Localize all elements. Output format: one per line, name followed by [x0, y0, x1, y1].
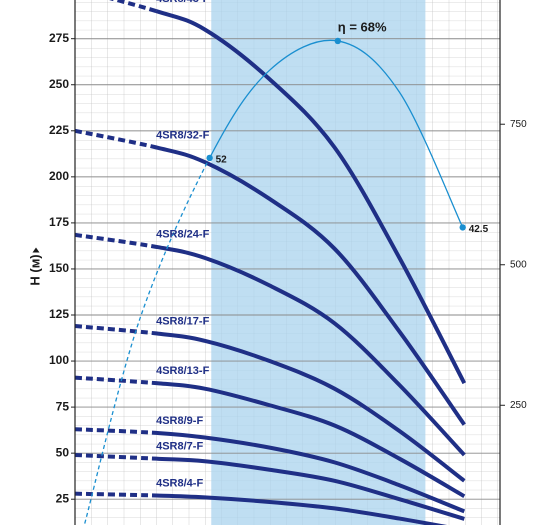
curve-label: 4SR8/17-F: [156, 315, 209, 327]
curve-label: 4SR8/9-F: [156, 415, 203, 427]
y-tick-label: 175: [49, 215, 69, 229]
y-tick-label: 200: [49, 169, 69, 183]
curve-label: 4SR8/43-F: [156, 0, 209, 5]
pump-curve: [75, 232, 466, 457]
y-tick-label: 125: [49, 307, 69, 321]
y-tick-label: 250: [49, 77, 69, 91]
curve-label: 4SR8/7-F: [156, 441, 203, 453]
y-tick-label: 50: [56, 445, 70, 459]
y-tick-label: 150: [49, 261, 69, 275]
curve-label: 4SR8/4-F: [156, 477, 203, 489]
curve-label: 4SR8/32-F: [156, 129, 209, 141]
efficiency-label: 42.5: [469, 224, 489, 235]
efficiency-label: η = 68%: [338, 19, 387, 34]
efficiency-point: [206, 154, 213, 162]
y-tick-label: 75: [56, 399, 70, 413]
curve-label: 4SR8/24-F: [156, 229, 209, 241]
y2-tick-label: 750: [510, 119, 527, 130]
y-tick-label: 25: [56, 491, 70, 505]
pump-curve: [75, 453, 465, 521]
y2-tick-label: 500: [510, 259, 527, 270]
pump-curve: [75, 427, 466, 514]
y-tick-label: 225: [49, 123, 69, 137]
efficiency-label: 52: [216, 155, 228, 166]
pump-curve: [75, 324, 466, 483]
efficiency-point: [334, 37, 341, 45]
axis-arrow: [32, 247, 40, 253]
pump-curve: [75, 375, 466, 498]
plot-area: [75, 0, 500, 525]
efficiency-curve: [84, 39, 464, 524]
y-tick-label: 275: [49, 31, 69, 45]
y2-tick-label: 250: [510, 400, 527, 411]
pump-curve: [75, 128, 466, 426]
pump-curve: [75, 491, 448, 525]
y-axis-label: H (м): [27, 254, 42, 285]
y-tick-label: 100: [49, 353, 69, 367]
pump-curve: [109, 0, 467, 385]
shaded-range: [211, 0, 426, 525]
curve-label: 4SR8/13-F: [156, 365, 209, 377]
efficiency-point: [459, 224, 466, 231]
